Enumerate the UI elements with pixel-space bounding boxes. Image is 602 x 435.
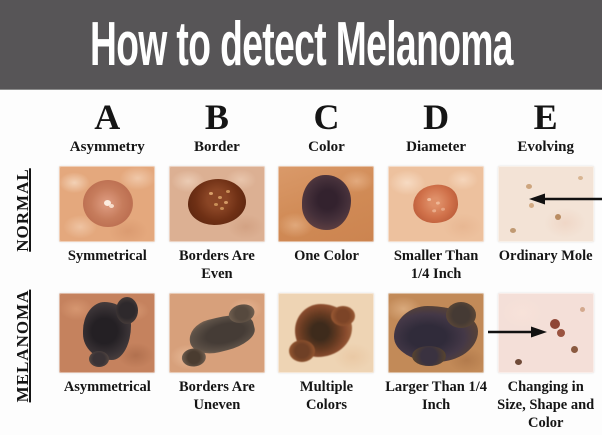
cell-melanoma-evolving: Changing in Size, Shape and Color [487,293,594,432]
mole-dot [550,318,561,329]
column-name: Border [193,138,240,155]
mole-dot [570,345,578,353]
photo-melanoma-changing-mole [487,293,594,374]
mole-dot [578,176,584,181]
poster-title: How to detect Melanoma [0,9,602,79]
cell-melanoma-asymmetry: Asymmetrical [59,293,156,432]
photo-melanoma-large-lesion [388,293,485,374]
photo-melanoma-uneven-border-lesion [168,293,265,374]
caption-melanoma-color: Multiple Colors [299,379,354,414]
caption-normal-border: Borders Are Even [178,247,255,282]
caption-melanoma-evolving: Changing in Size, Shape and Color [497,379,595,432]
caption-normal-asymmetry: Symmetrical [67,247,147,264]
mole-dot [529,203,535,209]
mole-shape [394,302,479,367]
poster-title-text: How to detect Melanoma [89,9,514,79]
column-letter: E [533,97,558,137]
mole-dot [526,184,533,190]
mole-dot [557,329,566,338]
caption-melanoma-asymmetry: Asymmetrical [63,379,151,396]
row-label-melanoma-text: MELANOMA [13,289,32,403]
column-name: Evolving [517,138,575,155]
column-letter: B [204,97,229,137]
cell-normal-evolving: Ordinary Mole [497,165,602,283]
mole-dot [510,228,517,234]
caption-melanoma-diameter: Larger Than 1/4 Inch [385,379,487,414]
row-label-melanoma: MELANOMA [0,289,46,432]
arrow-left-icon [528,193,602,205]
cell-melanoma-border: Borders Are Uneven [168,293,266,432]
cell-normal-diameter: Smaller Than 1/4 Inch [388,165,485,283]
column-header-diameter: D Diameter [388,93,485,156]
photo-melanoma-multicolor-lesion [278,293,375,374]
column-header-asymmetry: A Asymmetry [59,93,156,156]
column-header-color: C Color [278,93,375,156]
column-letter: D [423,97,450,137]
mole-shape [83,179,134,227]
mole-shape [410,181,462,227]
photo-normal-even-border-mole [168,165,265,242]
mole-shape [187,178,246,225]
mole-shape [302,174,352,230]
photo-melanoma-asymmetrical-lesion [59,293,156,374]
column-name: Asymmetry [69,138,145,155]
photo-ordinary-mole [497,165,602,242]
corner-spacer [0,93,46,156]
column-header-border: B Border [169,93,266,156]
cell-melanoma-color: Multiple Colors [278,293,375,432]
column-name: Diameter [406,138,467,155]
row-label-normal-text: NORMAL [13,168,32,253]
column-header-evolving: E Evolving [497,93,594,156]
photo-normal-symmetrical-mole [59,165,156,242]
cell-normal-asymmetry: Symmetrical [59,165,156,283]
column-letter: C [313,97,340,137]
caption-normal-evolving: Ordinary Mole [498,247,593,264]
caption-normal-diameter: Smaller Than 1/4 Inch [393,247,479,282]
mole-shape [289,304,356,363]
row-label-normal: NORMAL [0,166,46,283]
mole-dot [514,358,522,365]
mole-dot [555,213,562,220]
column-name: Color [308,138,345,155]
mole-shape [83,297,139,368]
mole-shape [185,309,259,359]
cell-melanoma-diameter: Larger Than 1/4 Inch [385,293,487,432]
cell-normal-border: Borders Are Even [168,165,266,283]
title-banner: How to detect Melanoma [0,0,602,90]
mole-dot [580,307,586,313]
column-letter: A [94,97,121,137]
arrow-right-icon [487,326,547,338]
caption-melanoma-border: Borders Are Uneven [178,379,255,414]
photo-normal-small-mole [388,165,485,242]
cell-normal-color: One Color [278,165,375,283]
abcde-grid: A Asymmetry B Border C Color D Diameter … [0,93,602,432]
photo-normal-one-color-mole [278,165,375,242]
caption-normal-color: One Color [294,247,359,264]
